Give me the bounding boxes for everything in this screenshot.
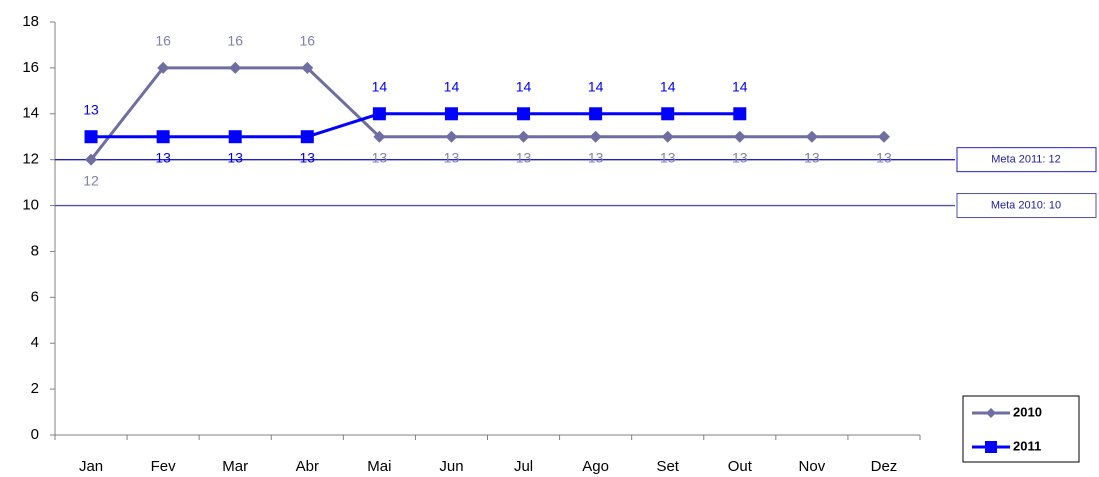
data-label: 13 — [876, 149, 892, 165]
x-tick-label: Nov — [799, 458, 826, 475]
y-tick-label: 2 — [31, 380, 39, 397]
point — [517, 130, 530, 143]
data-label: 14 — [588, 78, 604, 94]
legend-box — [962, 395, 1080, 463]
y-tick-label: 14 — [22, 105, 39, 122]
data-label: 14 — [444, 78, 460, 94]
point — [589, 130, 602, 143]
annotation-label: Meta 2011: 12 — [991, 154, 1061, 166]
legend-label: 2011 — [1013, 438, 1041, 453]
x-tick-label: Fev — [151, 458, 177, 475]
legend-marker — [986, 408, 996, 418]
data-label: 13 — [372, 149, 388, 165]
y-tick-label: 8 — [31, 242, 39, 259]
point — [444, 107, 458, 121]
x-tick-label: Jul — [514, 458, 533, 475]
point — [229, 61, 242, 74]
point — [589, 107, 603, 121]
point — [517, 107, 531, 121]
data-label: 16 — [300, 33, 316, 49]
y-tick-label: 4 — [31, 334, 39, 351]
point — [373, 130, 386, 143]
point — [157, 61, 170, 74]
data-label: 12 — [83, 172, 99, 188]
data-label: 13 — [155, 149, 171, 165]
data-label: 13 — [227, 149, 243, 165]
data-label: 13 — [732, 149, 748, 165]
point — [733, 107, 747, 121]
data-label: 13 — [588, 149, 604, 165]
x-tick-label: Mai — [367, 458, 391, 475]
point — [301, 61, 314, 74]
x-tick-label: Set — [656, 458, 679, 475]
data-label: 14 — [516, 78, 532, 94]
data-label: 13 — [444, 149, 460, 165]
point — [300, 130, 314, 144]
y-tick-label: 6 — [31, 288, 39, 305]
y-tick-label: 12 — [22, 151, 39, 168]
data-label: 14 — [660, 78, 676, 94]
x-tick-label: Dez — [871, 458, 898, 475]
data-label: 16 — [155, 33, 171, 49]
series-line — [89, 66, 884, 161]
annotation-box — [956, 193, 1097, 219]
y-tick-label: 0 — [31, 426, 39, 443]
point — [877, 130, 890, 143]
point — [661, 107, 675, 121]
data-label: 13 — [804, 149, 820, 165]
annotation-label: Meta 2010: 10 — [991, 199, 1061, 211]
annotation-box — [956, 147, 1097, 173]
x-tick-label: Out — [728, 458, 753, 475]
legend-marker — [985, 441, 997, 453]
point — [661, 130, 674, 143]
point — [156, 130, 170, 144]
point — [805, 130, 818, 143]
series-line — [91, 112, 740, 139]
point — [733, 130, 746, 143]
point — [228, 130, 242, 144]
point — [84, 130, 98, 144]
x-tick-label: Jan — [79, 458, 103, 475]
x-tick-label: Abr — [296, 458, 319, 475]
y-tick-label: 18 — [22, 13, 39, 30]
data-label: 16 — [227, 33, 243, 49]
data-label: 14 — [732, 78, 748, 94]
point — [372, 107, 386, 121]
y-tick-label: 16 — [22, 59, 39, 76]
point — [445, 130, 458, 143]
x-tick-label: Mar — [222, 458, 248, 475]
data-label: 14 — [372, 78, 388, 94]
x-tick-label: Jun — [439, 458, 463, 475]
x-tick-label: Ago — [582, 458, 609, 475]
point — [85, 153, 98, 166]
y-tick-label: 10 — [22, 197, 39, 214]
data-label: 13 — [83, 101, 99, 117]
data-label: 13 — [660, 149, 676, 165]
data-label: 13 — [516, 149, 532, 165]
legend-label: 2010 — [1013, 404, 1042, 419]
data-label: 13 — [300, 149, 316, 165]
